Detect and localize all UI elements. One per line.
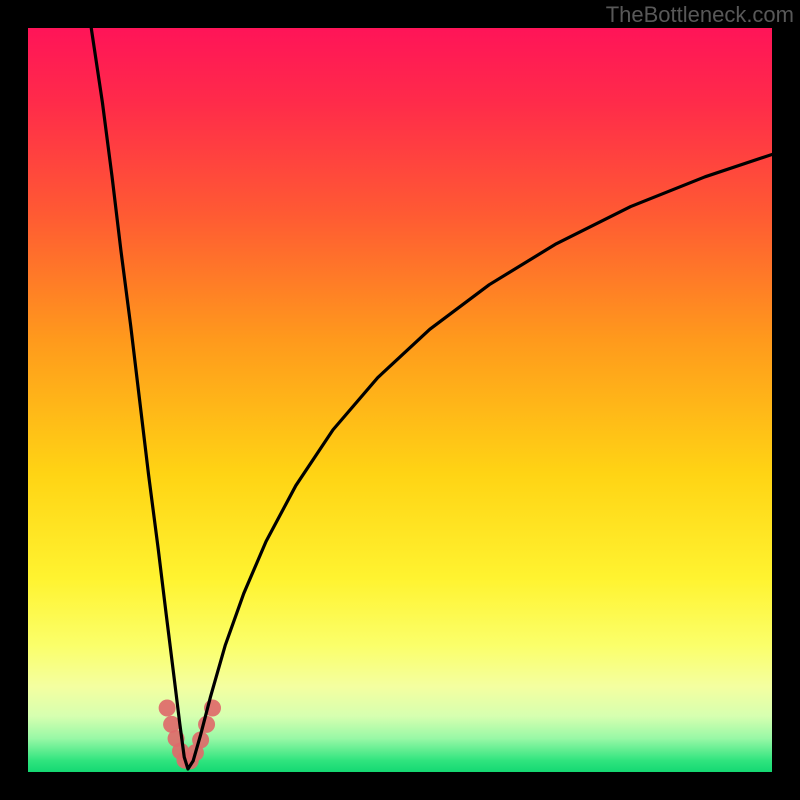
trough-dots: [159, 700, 221, 770]
bottleneck-curve-layer: [28, 28, 772, 772]
chart-frame: TheBottleneck.com: [0, 0, 800, 800]
watermark-text: TheBottleneck.com: [606, 2, 794, 28]
trough-dot: [159, 700, 176, 717]
bottleneck-curve: [91, 28, 772, 769]
plot-area: [28, 28, 772, 772]
